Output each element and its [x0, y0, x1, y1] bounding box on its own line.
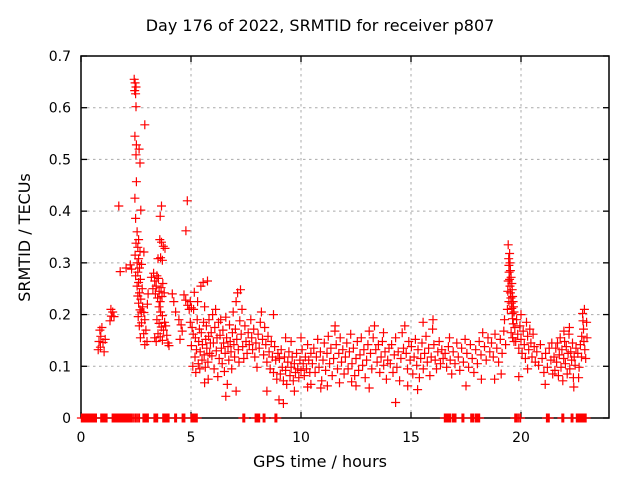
x-axis-label: GPS time / hours — [253, 452, 387, 471]
x-tick-label: 5 — [187, 430, 196, 446]
x-tick-label: 15 — [402, 430, 420, 446]
y-tick-label: 0.6 — [49, 101, 71, 117]
x-tick-label: 20 — [512, 430, 530, 446]
y-tick-label: 0.2 — [49, 308, 71, 324]
y-tick-label: 0.1 — [49, 359, 71, 375]
plot-border — [80, 55, 610, 419]
scatter-points — [76, 74, 592, 423]
x-tick-label: 10 — [292, 430, 310, 446]
x-tick-label: 0 — [77, 430, 86, 446]
tick-labels: 0 5 10 15 20 0 0.1 0.2 0.3 0.4 0.5 0.6 0.7 — [49, 49, 530, 446]
y-tick-label: 0 — [62, 411, 71, 427]
y-tick-label: 0.5 — [49, 152, 71, 168]
y-tick-label: 0.3 — [49, 256, 71, 272]
chart-title: Day 176 of 2022, SRMTID for receiver p80… — [145, 16, 495, 35]
y-tick-label: 0.7 — [49, 49, 71, 65]
y-tick-label: 0.4 — [49, 204, 71, 220]
